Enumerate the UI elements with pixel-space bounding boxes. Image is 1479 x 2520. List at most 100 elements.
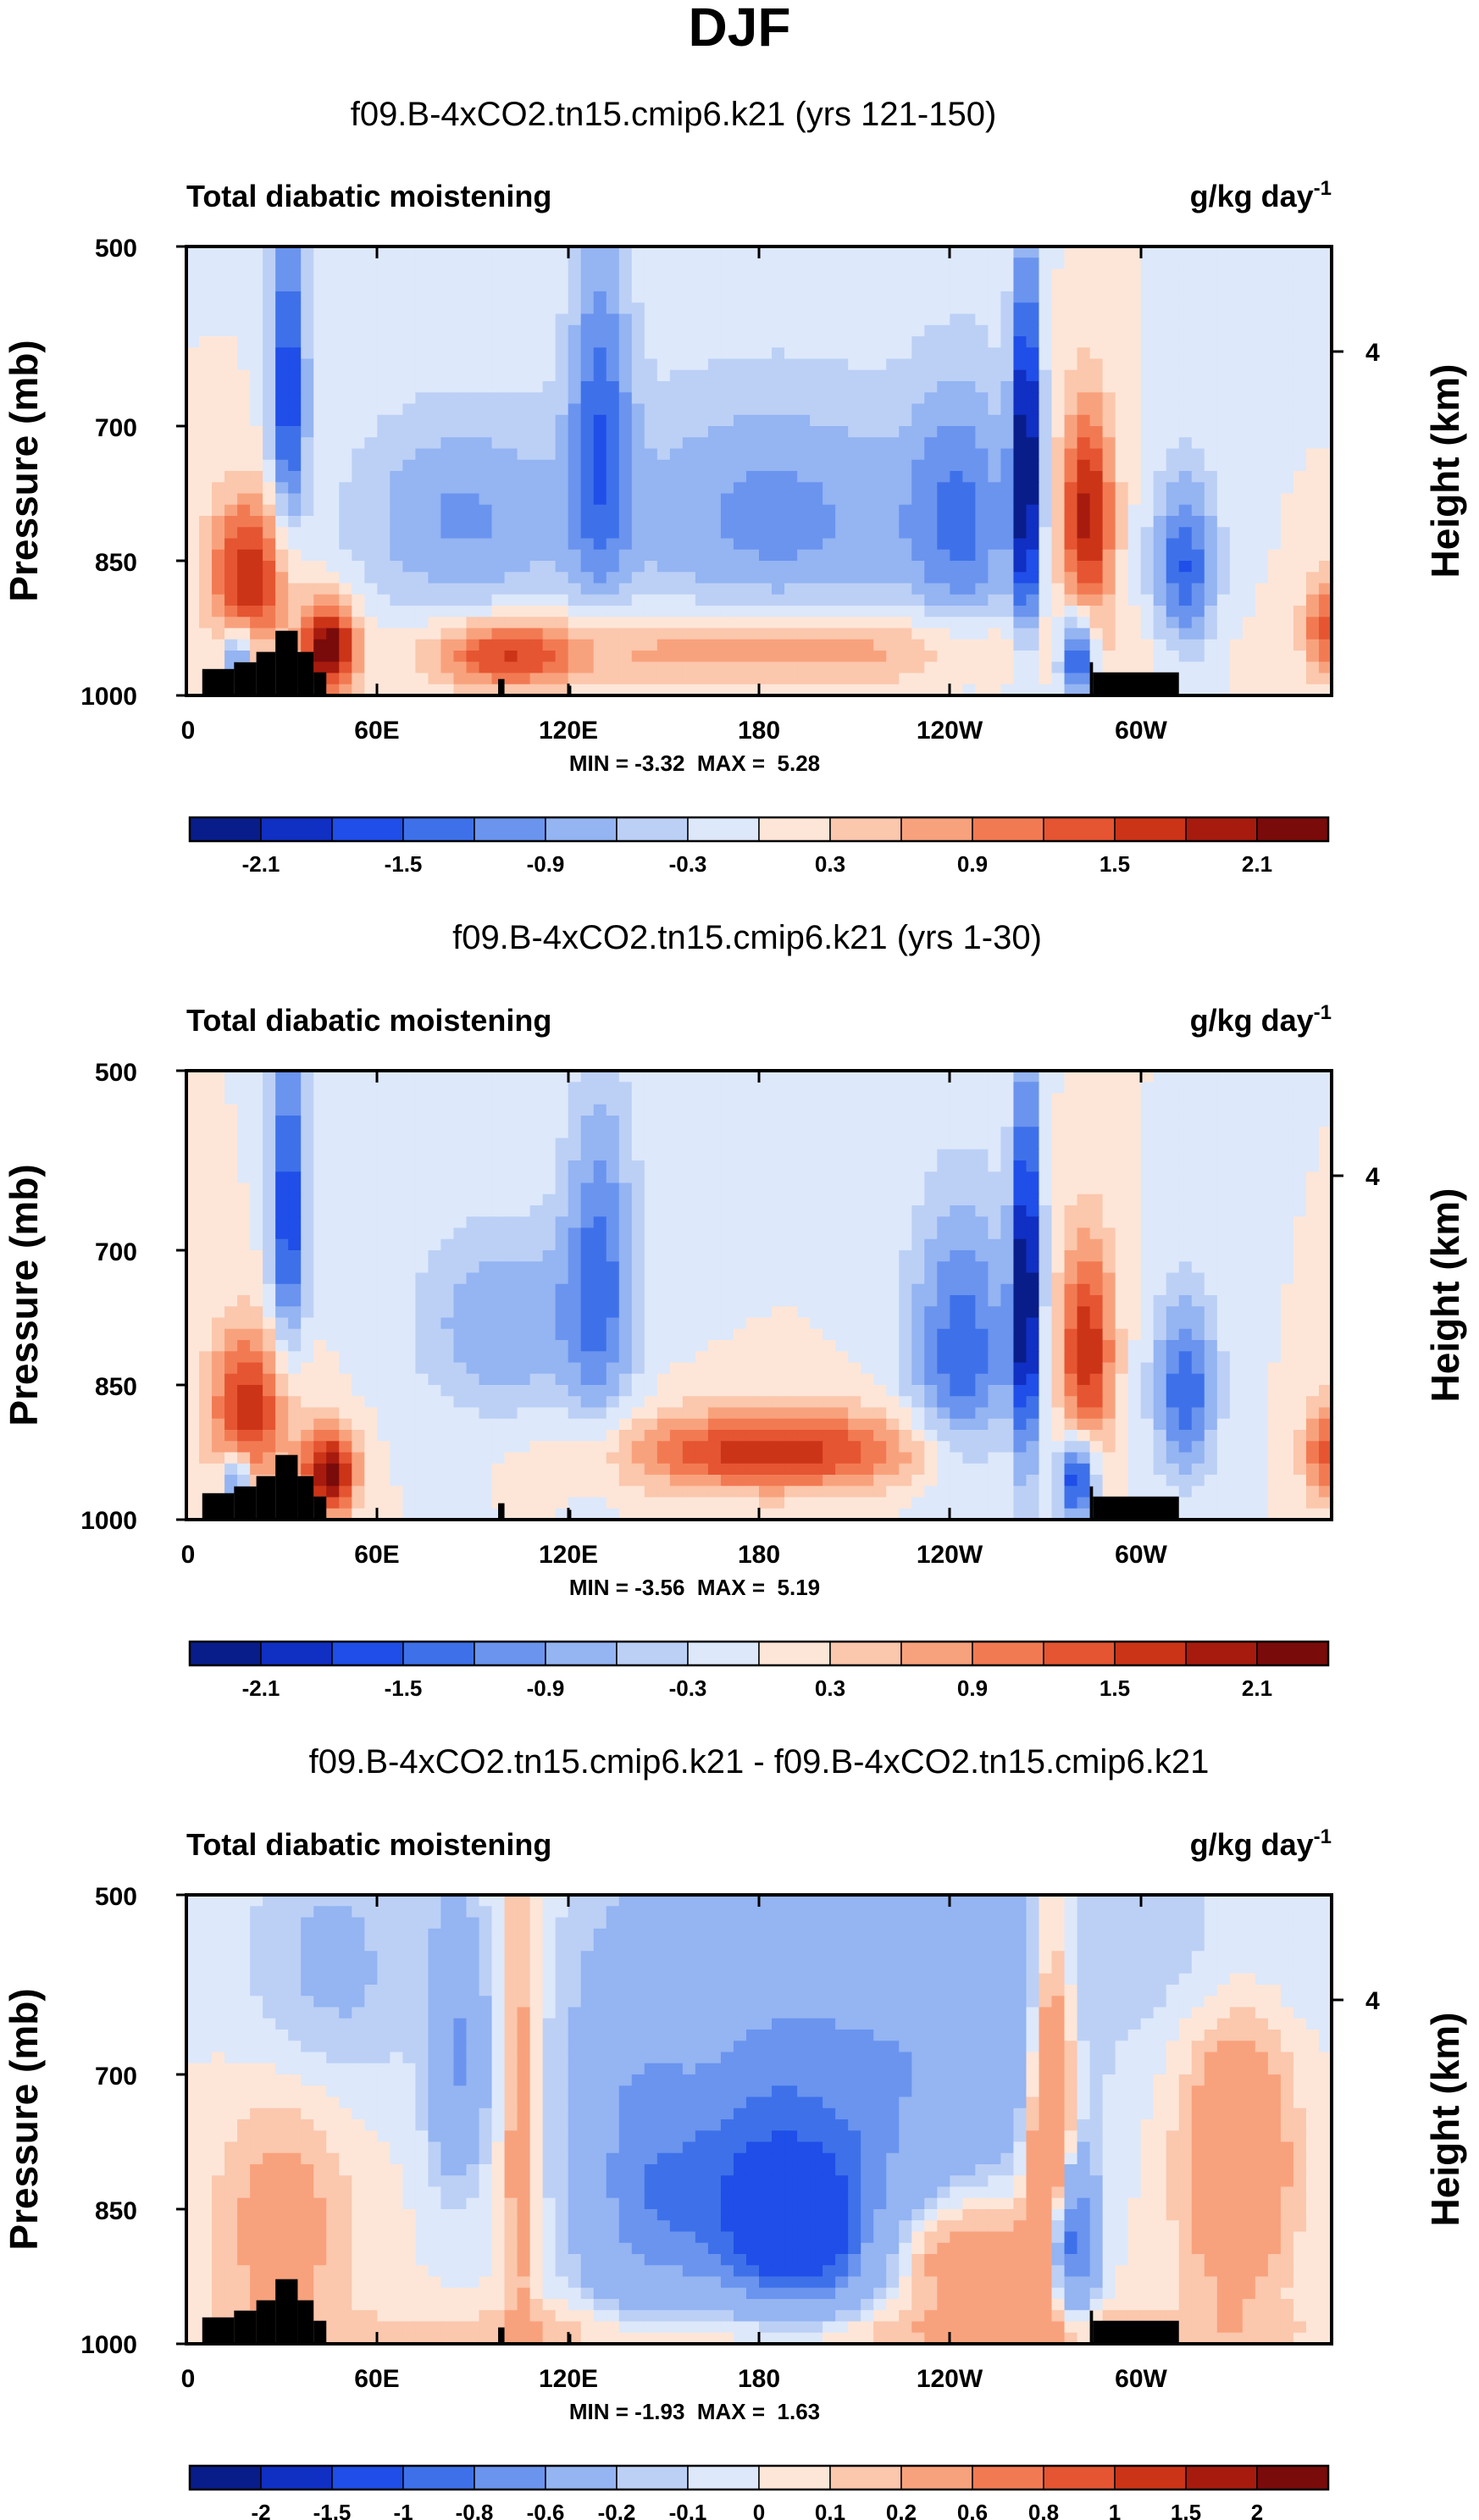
field-cell <box>377 1127 391 1139</box>
field-cell <box>924 594 938 606</box>
field-cell <box>707 471 722 483</box>
field-cell <box>606 302 620 315</box>
field-cell <box>326 651 340 662</box>
field-cell <box>390 617 403 629</box>
field-cell <box>810 662 823 674</box>
field-cell <box>975 1216 989 1229</box>
field-cell <box>364 324 378 337</box>
field-cell <box>899 426 912 438</box>
field-cell <box>937 594 950 606</box>
field-cell <box>364 336 378 348</box>
field-cell <box>364 1194 378 1206</box>
field-cell <box>835 673 849 685</box>
field-cell <box>644 403 658 416</box>
field-cell <box>861 628 874 640</box>
field-cell <box>988 1093 1002 1105</box>
field-cell <box>568 246 582 258</box>
field-cell <box>1267 1104 1282 1116</box>
field-cell <box>428 1071 442 1083</box>
field-cell <box>1153 538 1167 551</box>
field-cell <box>428 493 442 506</box>
field-cell <box>1026 1138 1040 1150</box>
field-cell <box>1039 628 1053 640</box>
field-cell <box>288 1160 302 1172</box>
field-cell <box>1089 1093 1104 1105</box>
field-cell <box>568 471 582 483</box>
field-cell <box>1229 617 1244 629</box>
field-cell <box>1293 1093 1307 1105</box>
field-cell <box>1039 1194 1053 1206</box>
field-cell <box>1127 549 1142 562</box>
field-cell <box>555 437 569 450</box>
field-cell <box>529 572 544 584</box>
field-cell <box>988 414 1002 427</box>
field-cell <box>529 246 544 258</box>
field-cell <box>733 258 747 270</box>
field-cell <box>1127 471 1142 483</box>
field-cell <box>784 258 798 270</box>
field-cell <box>542 1138 557 1150</box>
field-cell <box>962 538 976 551</box>
field-cell <box>1166 1205 1180 1217</box>
field-cell <box>390 381 403 393</box>
field-cell <box>1229 504 1244 517</box>
field-cell <box>1305 1104 1320 1116</box>
field-cell <box>1127 493 1142 506</box>
field-cell <box>1242 291 1256 303</box>
field-cell <box>402 673 416 685</box>
field-cell <box>1280 1127 1294 1139</box>
field-cell <box>682 471 696 483</box>
field-cell <box>848 302 861 315</box>
field-cell <box>1216 493 1231 506</box>
field-cell <box>1000 448 1015 461</box>
field-cell <box>1318 448 1332 461</box>
field-cell <box>1229 459 1244 472</box>
field-cell <box>924 1104 938 1116</box>
field-cell <box>682 1093 696 1105</box>
field-cell <box>644 448 658 461</box>
field-cell <box>377 673 391 685</box>
field-cell <box>555 684 569 696</box>
season-title: DJF <box>689 0 791 58</box>
field-cell <box>950 426 963 438</box>
field-cell <box>618 1205 633 1217</box>
field-cell <box>861 280 874 292</box>
field-cell <box>453 1149 468 1161</box>
field-cell <box>1102 594 1116 606</box>
field-cell <box>568 258 582 270</box>
field-cell <box>1051 358 1066 371</box>
field-cell <box>1051 549 1066 562</box>
field-cell <box>720 1182 734 1195</box>
field-cell <box>1153 651 1167 662</box>
field-cell <box>733 651 747 662</box>
field-cell <box>440 1071 455 1083</box>
field-cell <box>301 1205 314 1217</box>
field-cell <box>745 482 760 495</box>
field-cell <box>1204 1194 1218 1206</box>
field-cell <box>873 459 887 472</box>
field-cell <box>823 369 836 382</box>
field-cell <box>848 313 861 326</box>
field-cell <box>873 549 887 562</box>
field-cell <box>415 1182 429 1195</box>
field-cell <box>224 302 238 315</box>
field-cell <box>453 448 468 461</box>
field-cell <box>1013 1171 1028 1184</box>
field-cell <box>1026 414 1040 427</box>
field-cell <box>1013 572 1028 584</box>
field-cell <box>263 628 276 640</box>
field-cell <box>479 493 493 506</box>
field-cell <box>784 459 798 472</box>
field-cell <box>1255 347 1269 360</box>
field-cell <box>1305 684 1320 696</box>
field-cell <box>759 504 773 517</box>
field-cell <box>1242 336 1256 348</box>
field-cell <box>352 504 365 517</box>
field-cell <box>1039 493 1053 506</box>
field-cell <box>199 549 213 562</box>
field-cell <box>263 639 276 651</box>
field-cell <box>390 403 403 416</box>
field-cell <box>1013 1093 1028 1105</box>
field-cell <box>542 1104 557 1116</box>
field-cell <box>352 572 365 584</box>
